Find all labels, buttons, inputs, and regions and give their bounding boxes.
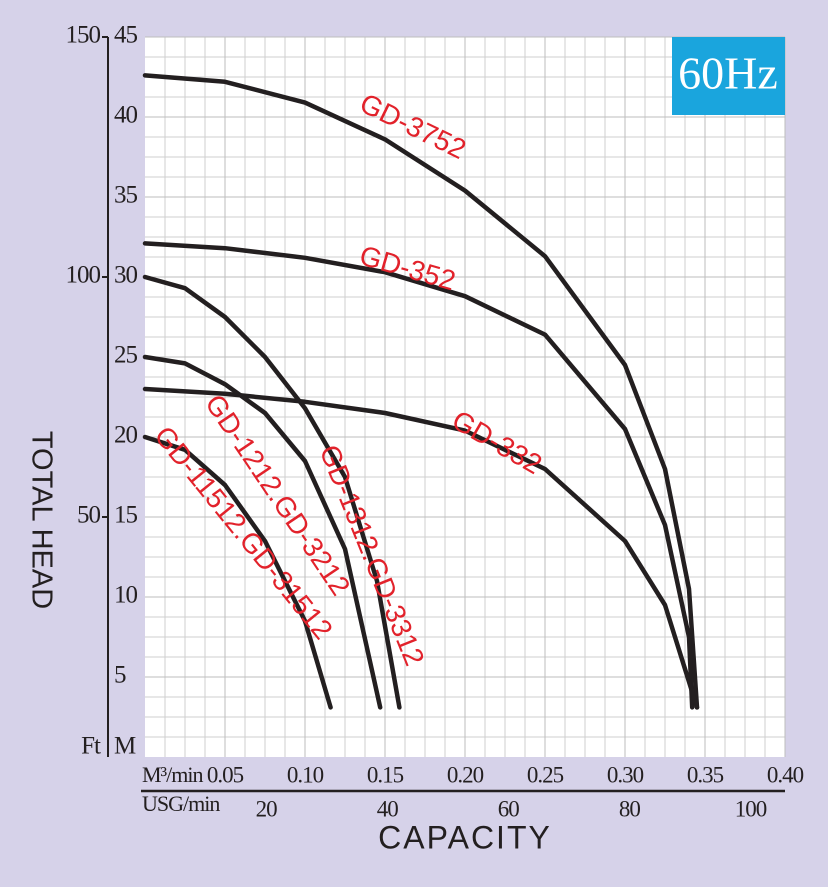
badge [672,37,785,115]
x-tick-label: 0.05 [207,762,244,787]
pump-curve [142,386,700,710]
y-tick-label: 40 [114,102,138,129]
y2-tick-label: 50 [77,502,101,529]
pump-curve [142,241,695,710]
x2-tick-label: 100 [735,796,767,821]
pump-curve [142,274,402,710]
y-tick-label: 15 [114,502,138,529]
y-unit: M [114,733,136,760]
x-tick-label: 0.40 [767,762,804,787]
pump-curve [142,434,333,710]
x2-unit: USG/min [142,791,220,816]
x-tick-label: 0.15 [367,762,404,787]
x2-tick-label: 80 [619,796,641,821]
x2-tick-label: 40 [377,796,399,821]
y-tick-label: 5 [114,662,126,689]
x-tick-label: 0.25 [527,762,564,787]
x2-tick-label: 60 [498,796,520,821]
y-tick-label: 25 [114,342,138,369]
x-tick-label: 0.30 [607,762,644,787]
pump-curve [142,354,383,710]
x-tick-label: 0.10 [287,762,324,787]
x2-tick-label: 20 [256,796,278,821]
x-axis-title: CAPACITY [378,819,552,855]
y-tick-label: 45 [114,22,138,49]
badge-text: 60Hz [678,48,778,99]
y2-tick-label: 100 [66,262,101,289]
y-tick-label: 20 [114,422,138,449]
y-axis-title: TOTAL HEAD [25,431,57,609]
x-tick-label: 0.20 [447,762,484,787]
y2-unit: Ft [81,733,101,760]
y-tick-label: 30 [114,262,138,289]
pump-curve [142,73,700,710]
y-tick-label: 10 [114,582,138,609]
x-unit: M³/min [142,762,203,787]
x-tick-label: 0.35 [687,762,724,787]
y2-tick-label: 150 [66,22,101,49]
y-tick-label: 35 [114,182,138,209]
